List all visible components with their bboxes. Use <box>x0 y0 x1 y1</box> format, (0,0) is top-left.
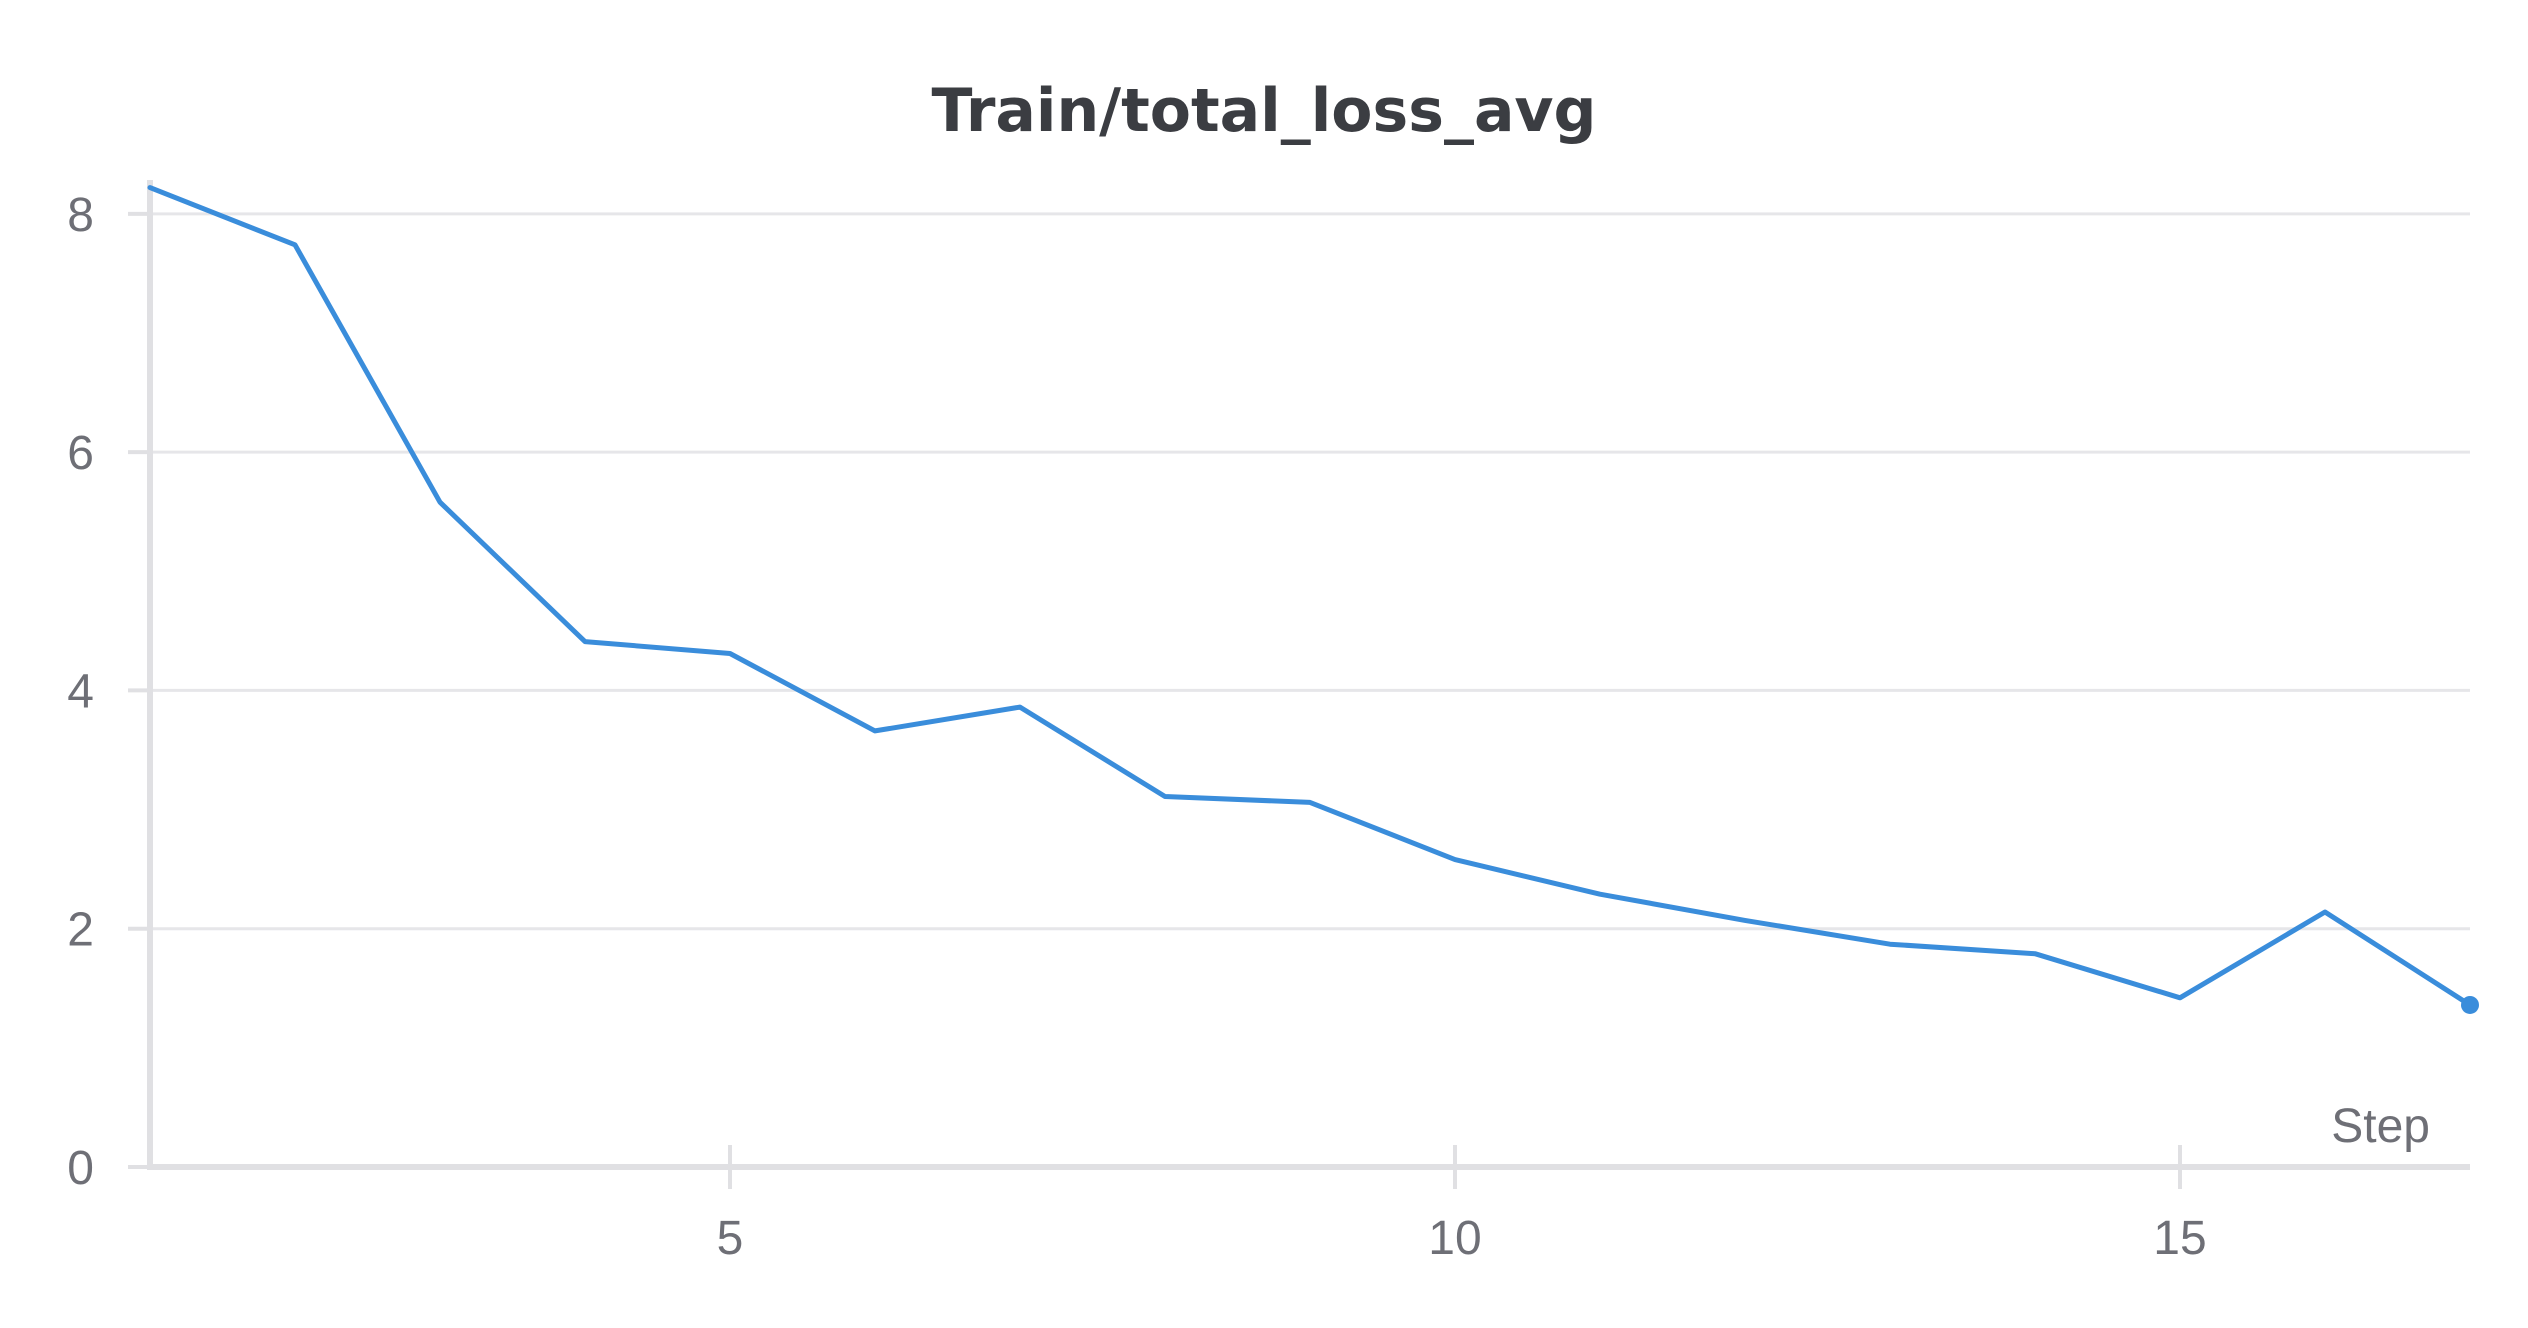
y-tick-label: 2 <box>67 904 94 957</box>
x-tick-label: 15 <box>2153 1212 2206 1265</box>
series-line <box>147 185 2473 1008</box>
last-point-marker <box>2461 995 2479 1014</box>
x-tick-label: 10 <box>1428 1212 1481 1265</box>
gridlines <box>150 212 2470 931</box>
y-tick-label: 4 <box>67 665 94 718</box>
x-axis-label: Step <box>2331 1100 2430 1153</box>
x-tick-label: 5 <box>717 1212 744 1265</box>
y-tick-label: 0 <box>67 1142 94 1195</box>
y-tick-label: 6 <box>67 427 94 480</box>
y-tick-label: 8 <box>67 189 94 242</box>
chart-title: Train/total_loss_avg <box>931 76 1596 146</box>
axes: 0 2 4 6 8 5 10 15 <box>67 180 2470 1265</box>
series <box>147 185 2479 1014</box>
